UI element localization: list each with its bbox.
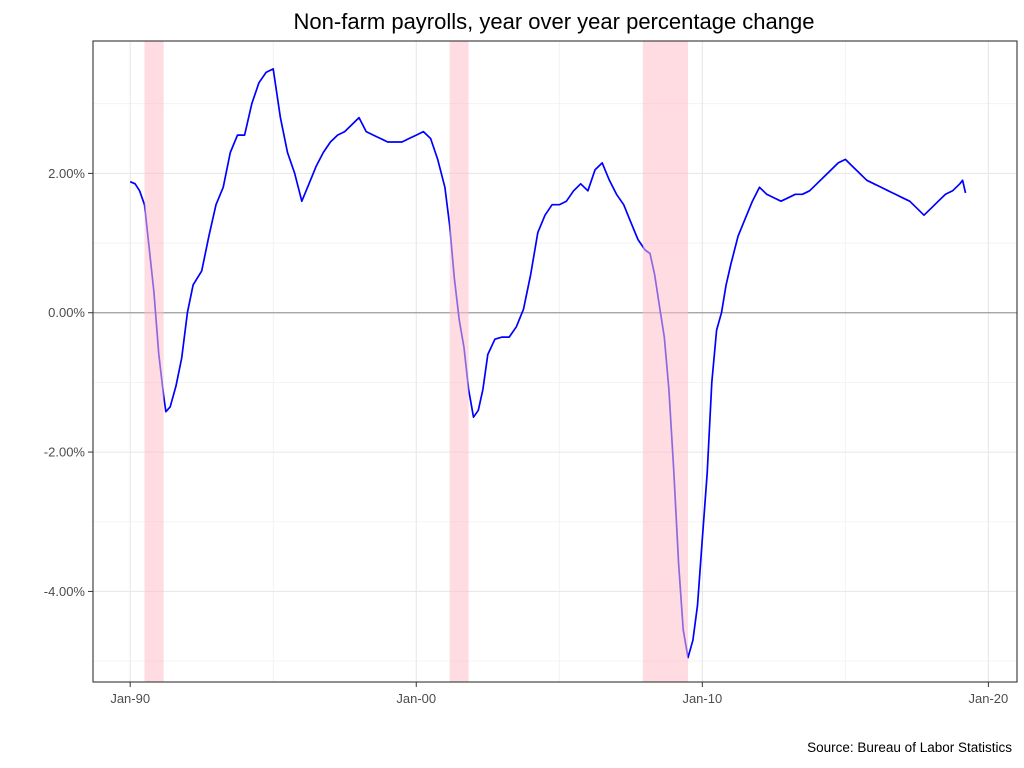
recession-band (144, 41, 164, 682)
chart-caption: Source: Bureau of Labor Statistics (807, 740, 1012, 755)
series-group (129, 68, 967, 659)
series-line (129, 68, 967, 659)
recession-band (449, 41, 469, 682)
x-tick-label: Jan-10 (682, 691, 722, 706)
x-tick-label: Jan-20 (969, 691, 1009, 706)
plot-panel-border (92, 40, 1018, 683)
x-tick-label: Jan-00 (396, 691, 436, 706)
y-tick-label: 2.00% (48, 166, 85, 181)
recession-band (642, 41, 689, 682)
y-tick-label: 0.00% (48, 305, 85, 320)
chart-title: Non-farm payrolls, year over year percen… (294, 9, 815, 34)
x-tick-label: Jan-90 (110, 691, 150, 706)
y-tick-label: -2.00% (44, 445, 86, 460)
plot-panel (93, 41, 1017, 682)
recession-bands (144, 41, 689, 682)
axes: Jan-90 Jan-00 Jan-10 Jan-20 2.00% 0.00% -2.00%… (44, 166, 1008, 706)
gridlines (93, 41, 1017, 682)
y-tick-label: -4.00% (44, 584, 86, 599)
